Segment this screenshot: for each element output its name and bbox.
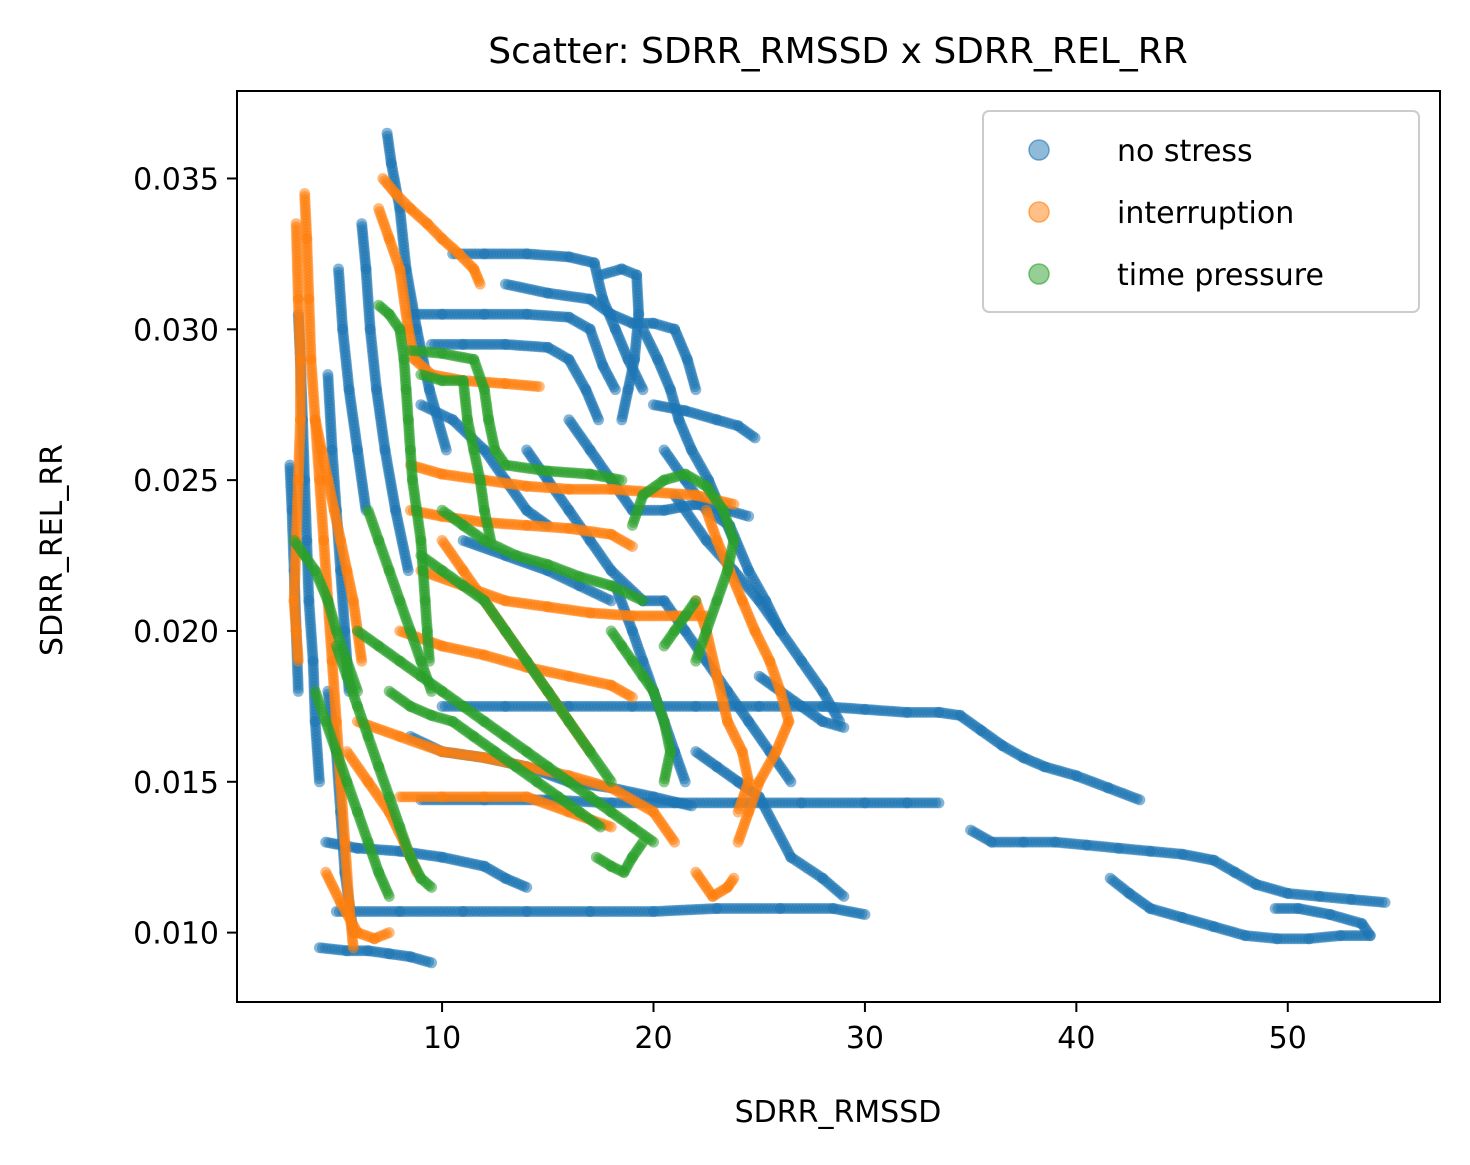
data-point — [728, 498, 740, 510]
data-point — [521, 881, 533, 893]
data-point — [626, 691, 638, 703]
data-point — [690, 384, 702, 396]
data-point — [605, 821, 617, 833]
data-point — [593, 414, 604, 426]
data-point — [669, 836, 681, 848]
data-point — [686, 800, 698, 812]
data-point — [637, 384, 649, 396]
data-point — [1134, 794, 1146, 806]
data-point — [440, 444, 452, 456]
data-point — [679, 776, 691, 788]
data-point — [728, 872, 740, 884]
data-point — [616, 474, 628, 486]
data-point — [626, 541, 638, 552]
data-point — [383, 927, 395, 939]
data-point — [743, 510, 755, 522]
data-point — [859, 909, 871, 920]
data-point — [616, 414, 628, 426]
data-point — [1269, 903, 1281, 914]
data-point — [347, 942, 359, 954]
data-point — [402, 565, 414, 577]
data-point — [785, 776, 797, 788]
data-point — [732, 806, 744, 818]
data-point — [933, 797, 945, 809]
data-point — [1379, 897, 1391, 908]
data-point — [314, 776, 325, 788]
data-point — [356, 655, 368, 667]
data-point — [292, 655, 304, 667]
data-point — [533, 381, 545, 393]
data-point — [732, 836, 744, 848]
data-point — [774, 625, 786, 637]
data-point — [749, 432, 761, 444]
data-point — [838, 890, 850, 902]
data-point — [474, 278, 486, 290]
data-point — [292, 685, 304, 697]
points-layer — [284, 127, 1391, 969]
data-point — [426, 957, 437, 969]
data-point — [605, 595, 617, 607]
data-point — [609, 384, 621, 396]
data-point — [838, 722, 850, 733]
